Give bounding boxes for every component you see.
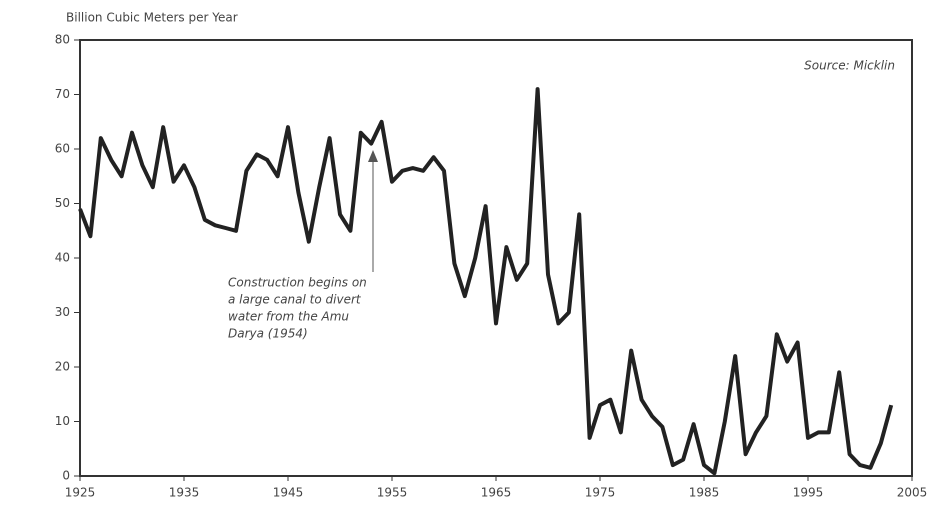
- y-tick-label: 70: [55, 87, 70, 101]
- x-tick-label: 2005: [897, 486, 928, 500]
- x-tick-label: 1975: [585, 486, 616, 500]
- y-tick-label: 60: [55, 142, 70, 156]
- x-tick-label: 1965: [481, 486, 512, 500]
- annotation-line: water from the Amu: [228, 310, 349, 324]
- x-tick-label: 1935: [169, 486, 200, 500]
- annotation-line: Construction begins on: [228, 276, 367, 290]
- y-axis-label: Billion Cubic Meters per Year: [66, 11, 238, 25]
- annotation: Construction begins on a large canal to d…: [228, 276, 367, 341]
- x-tick-label: 1955: [377, 486, 408, 500]
- x-tick-label: 1945: [273, 486, 304, 500]
- x-tick-label: 1925: [65, 486, 96, 500]
- x-tick-label: 1995: [793, 486, 824, 500]
- data-line: [78, 87, 894, 476]
- x-tick-label: 1985: [689, 486, 720, 500]
- y-tick-label: 80: [55, 33, 70, 47]
- annotation-line: Darya (1954): [228, 327, 308, 341]
- source-note: Source: Micklin: [804, 59, 895, 73]
- annotation-line: a large canal to divert: [228, 293, 362, 307]
- y-tick-label: 40: [55, 251, 70, 265]
- plot-frame: [79, 39, 913, 477]
- y-tick-label: 20: [55, 360, 70, 374]
- annotation-arrowhead: [368, 150, 378, 162]
- y-tick-label: 50: [55, 196, 70, 210]
- y-tick-label: 0: [62, 469, 70, 483]
- y-tick-label: 30: [55, 305, 70, 319]
- y-tick-label: 10: [55, 414, 70, 428]
